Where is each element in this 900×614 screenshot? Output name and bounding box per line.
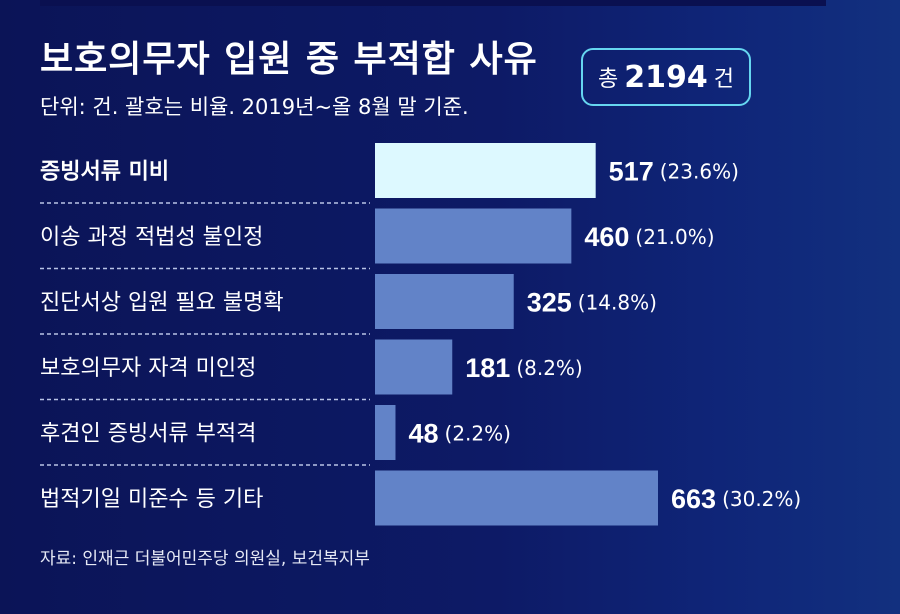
- bar: [375, 208, 572, 264]
- percent-label: (8.2%): [516, 356, 582, 380]
- bar: [375, 470, 658, 526]
- category-label: 진단서상 입원 필요 불명확: [40, 291, 284, 316]
- source-note: 자료: 인재근 더불어민주당 의원실, 보건복지부: [40, 549, 370, 569]
- bar: [375, 405, 396, 460]
- percent-label: (2.2%): [445, 422, 511, 446]
- value-label: 517: [609, 157, 654, 187]
- value-label: 325: [527, 288, 572, 318]
- category-label: 후견인 증빙서류 부적격: [40, 422, 256, 447]
- bar: [375, 274, 514, 329]
- top-rule: [40, 0, 826, 6]
- value-label: 663: [671, 484, 716, 514]
- percent-label: (30.2%): [722, 487, 801, 511]
- percent-label: (23.6%): [660, 160, 739, 184]
- total-badge: 총 2194 건: [581, 48, 751, 106]
- chart-subtitle: 단위: 건. 괄호는 비율. 2019년~올 8월 말 기준.: [40, 95, 469, 119]
- total-unit: 건: [713, 67, 734, 92]
- total-label: 총: [598, 67, 619, 92]
- category-label: 증빙서류 미비: [40, 160, 169, 185]
- chart-title: 보호의무자 입원 중 부적합 사유: [40, 39, 538, 80]
- bar: [375, 143, 596, 198]
- percent-label: (21.0%): [635, 225, 714, 249]
- value-label: 460: [584, 222, 629, 252]
- bar: [375, 339, 453, 395]
- category-label: 보호의무자 자격 미인정: [40, 356, 256, 381]
- total-value: 2194: [624, 59, 708, 95]
- category-label: 이송 과정 적법성 불인정: [40, 225, 263, 250]
- value-label: 48: [408, 419, 438, 449]
- percent-label: (14.8%): [578, 291, 657, 315]
- category-label: 법적기일 미준수 등 기타: [40, 487, 263, 512]
- value-label: 181: [465, 353, 510, 383]
